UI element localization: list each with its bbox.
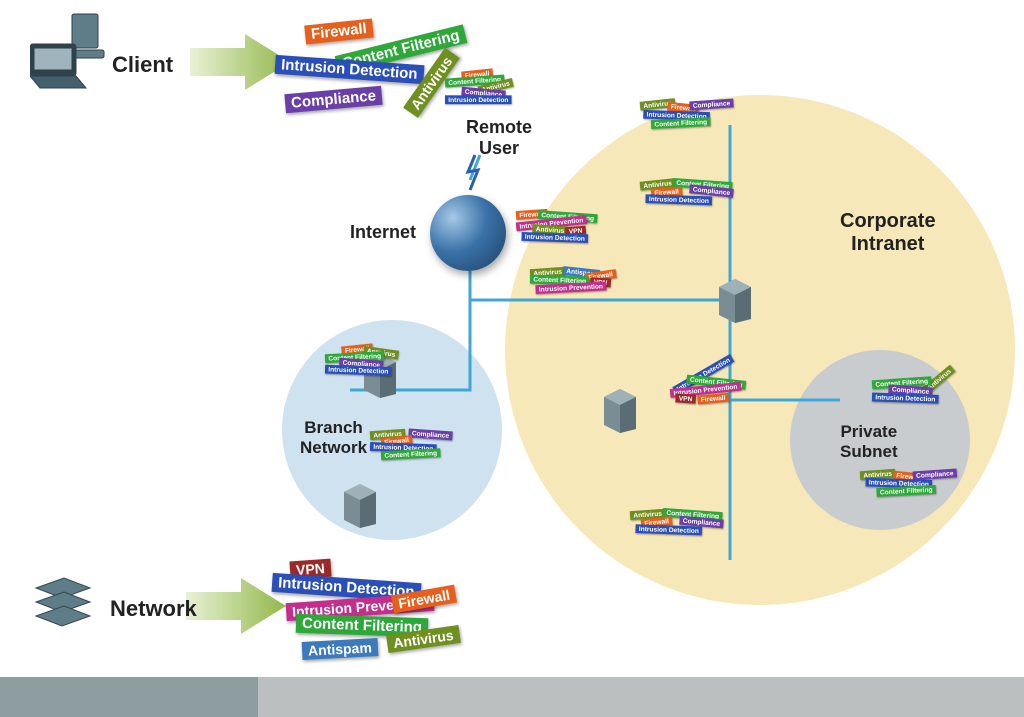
client-label: Client [112, 52, 173, 78]
globe-icon [430, 195, 506, 271]
footer-bar-right [258, 677, 1024, 717]
network-label: Network [110, 596, 197, 622]
diagram-stage: FirewallContent FilteringIntrusion Detec… [0, 0, 1024, 717]
private-subnet-label: PrivateSubnet [840, 422, 898, 462]
branch-network-label: BranchNetwork [300, 418, 367, 458]
footer-bar-left [0, 677, 258, 717]
security-tag: VPN [675, 394, 696, 404]
remote-user-label: RemoteUser [466, 117, 532, 159]
internet-label: Internet [350, 222, 416, 243]
corporate-intranet-label: CorporateIntranet [840, 210, 936, 256]
security-tag: Intrusion Detection [445, 95, 512, 104]
